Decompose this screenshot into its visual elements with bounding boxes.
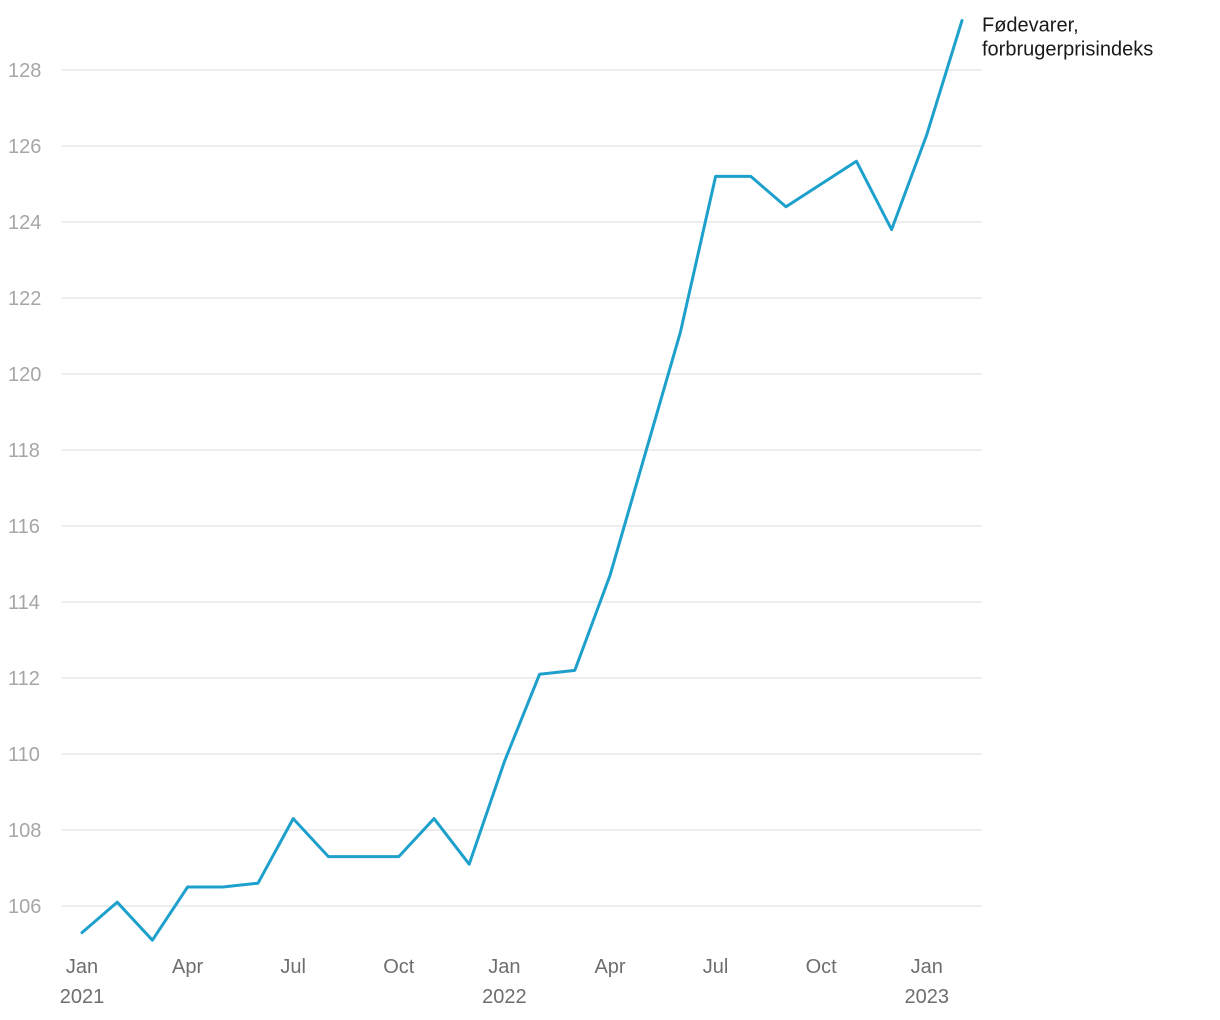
data-point: [467, 862, 471, 866]
x-tick-year-label: 2021: [60, 986, 105, 1008]
data-point: [186, 885, 190, 889]
x-tick-label: Jul: [280, 956, 306, 978]
series-line: [80, 19, 964, 942]
x-tick-year-label: 2022: [482, 986, 527, 1008]
data-point: [538, 672, 542, 676]
data-point: [502, 760, 506, 764]
data-point: [397, 855, 401, 859]
data-point: [854, 159, 858, 163]
y-tick-label: 110: [8, 744, 40, 766]
y-tick-label: 108: [8, 820, 41, 842]
data-point: [326, 855, 330, 859]
data-point: [291, 817, 295, 821]
series-name-line: forbrugerprisindeks: [982, 39, 1153, 61]
x-tick-label: Jan: [911, 956, 943, 978]
gridlines: [62, 69, 982, 907]
y-axis-ticks: 106 108 110 112 114 116 118 120 122 124 126 128: [8, 60, 41, 918]
y-tick-label: 118: [8, 440, 40, 462]
data-point: [432, 817, 436, 821]
data-point: [150, 938, 154, 942]
data-point: [362, 855, 366, 859]
x-tick-label: Jan: [488, 956, 520, 978]
y-tick-label: 112: [8, 668, 40, 690]
y-tick-label: 126: [8, 136, 41, 158]
x-tick-label: Jan: [66, 956, 98, 978]
x-tick-label: Jul: [703, 956, 729, 978]
y-tick-label: 120: [8, 364, 41, 386]
data-point: [608, 573, 612, 577]
data-point: [256, 881, 260, 885]
series-name-label: Fødevarer, forbrugerprisindeks: [982, 15, 1153, 61]
y-tick-label: 128: [8, 60, 41, 82]
series-layer: Fødevarer, forbrugerprisindeks: [80, 15, 1153, 942]
x-tick-label: Apr: [172, 956, 203, 978]
y-tick-label: 116: [8, 516, 40, 538]
data-point: [890, 228, 894, 232]
x-tick-year-label: 2023: [905, 986, 950, 1008]
y-tick-label: 122: [8, 288, 41, 310]
data-point: [221, 885, 225, 889]
data-point: [115, 900, 119, 904]
y-tick-label: 114: [8, 592, 40, 614]
data-point: [749, 174, 753, 178]
series-name-line: Fødevarer,: [982, 15, 1079, 37]
x-tick-label: Oct: [806, 956, 838, 978]
x-axis-ticks: Jan 2021 Apr Jul Oct Jan 2022 Apr Jul Oct Jan 2023: [60, 956, 949, 1008]
y-tick-label: 124: [8, 212, 41, 234]
data-point: [573, 668, 577, 672]
data-point: [819, 182, 823, 186]
y-tick-label: 106: [8, 896, 41, 918]
data-point: [784, 205, 788, 209]
data-point: [925, 133, 929, 137]
data-point: [643, 452, 647, 456]
x-tick-label: Oct: [383, 956, 415, 978]
data-point: [714, 174, 718, 178]
data-point: [80, 931, 84, 935]
x-tick-label: Apr: [594, 956, 625, 978]
data-point: [678, 330, 682, 334]
data-point: [960, 19, 964, 23]
